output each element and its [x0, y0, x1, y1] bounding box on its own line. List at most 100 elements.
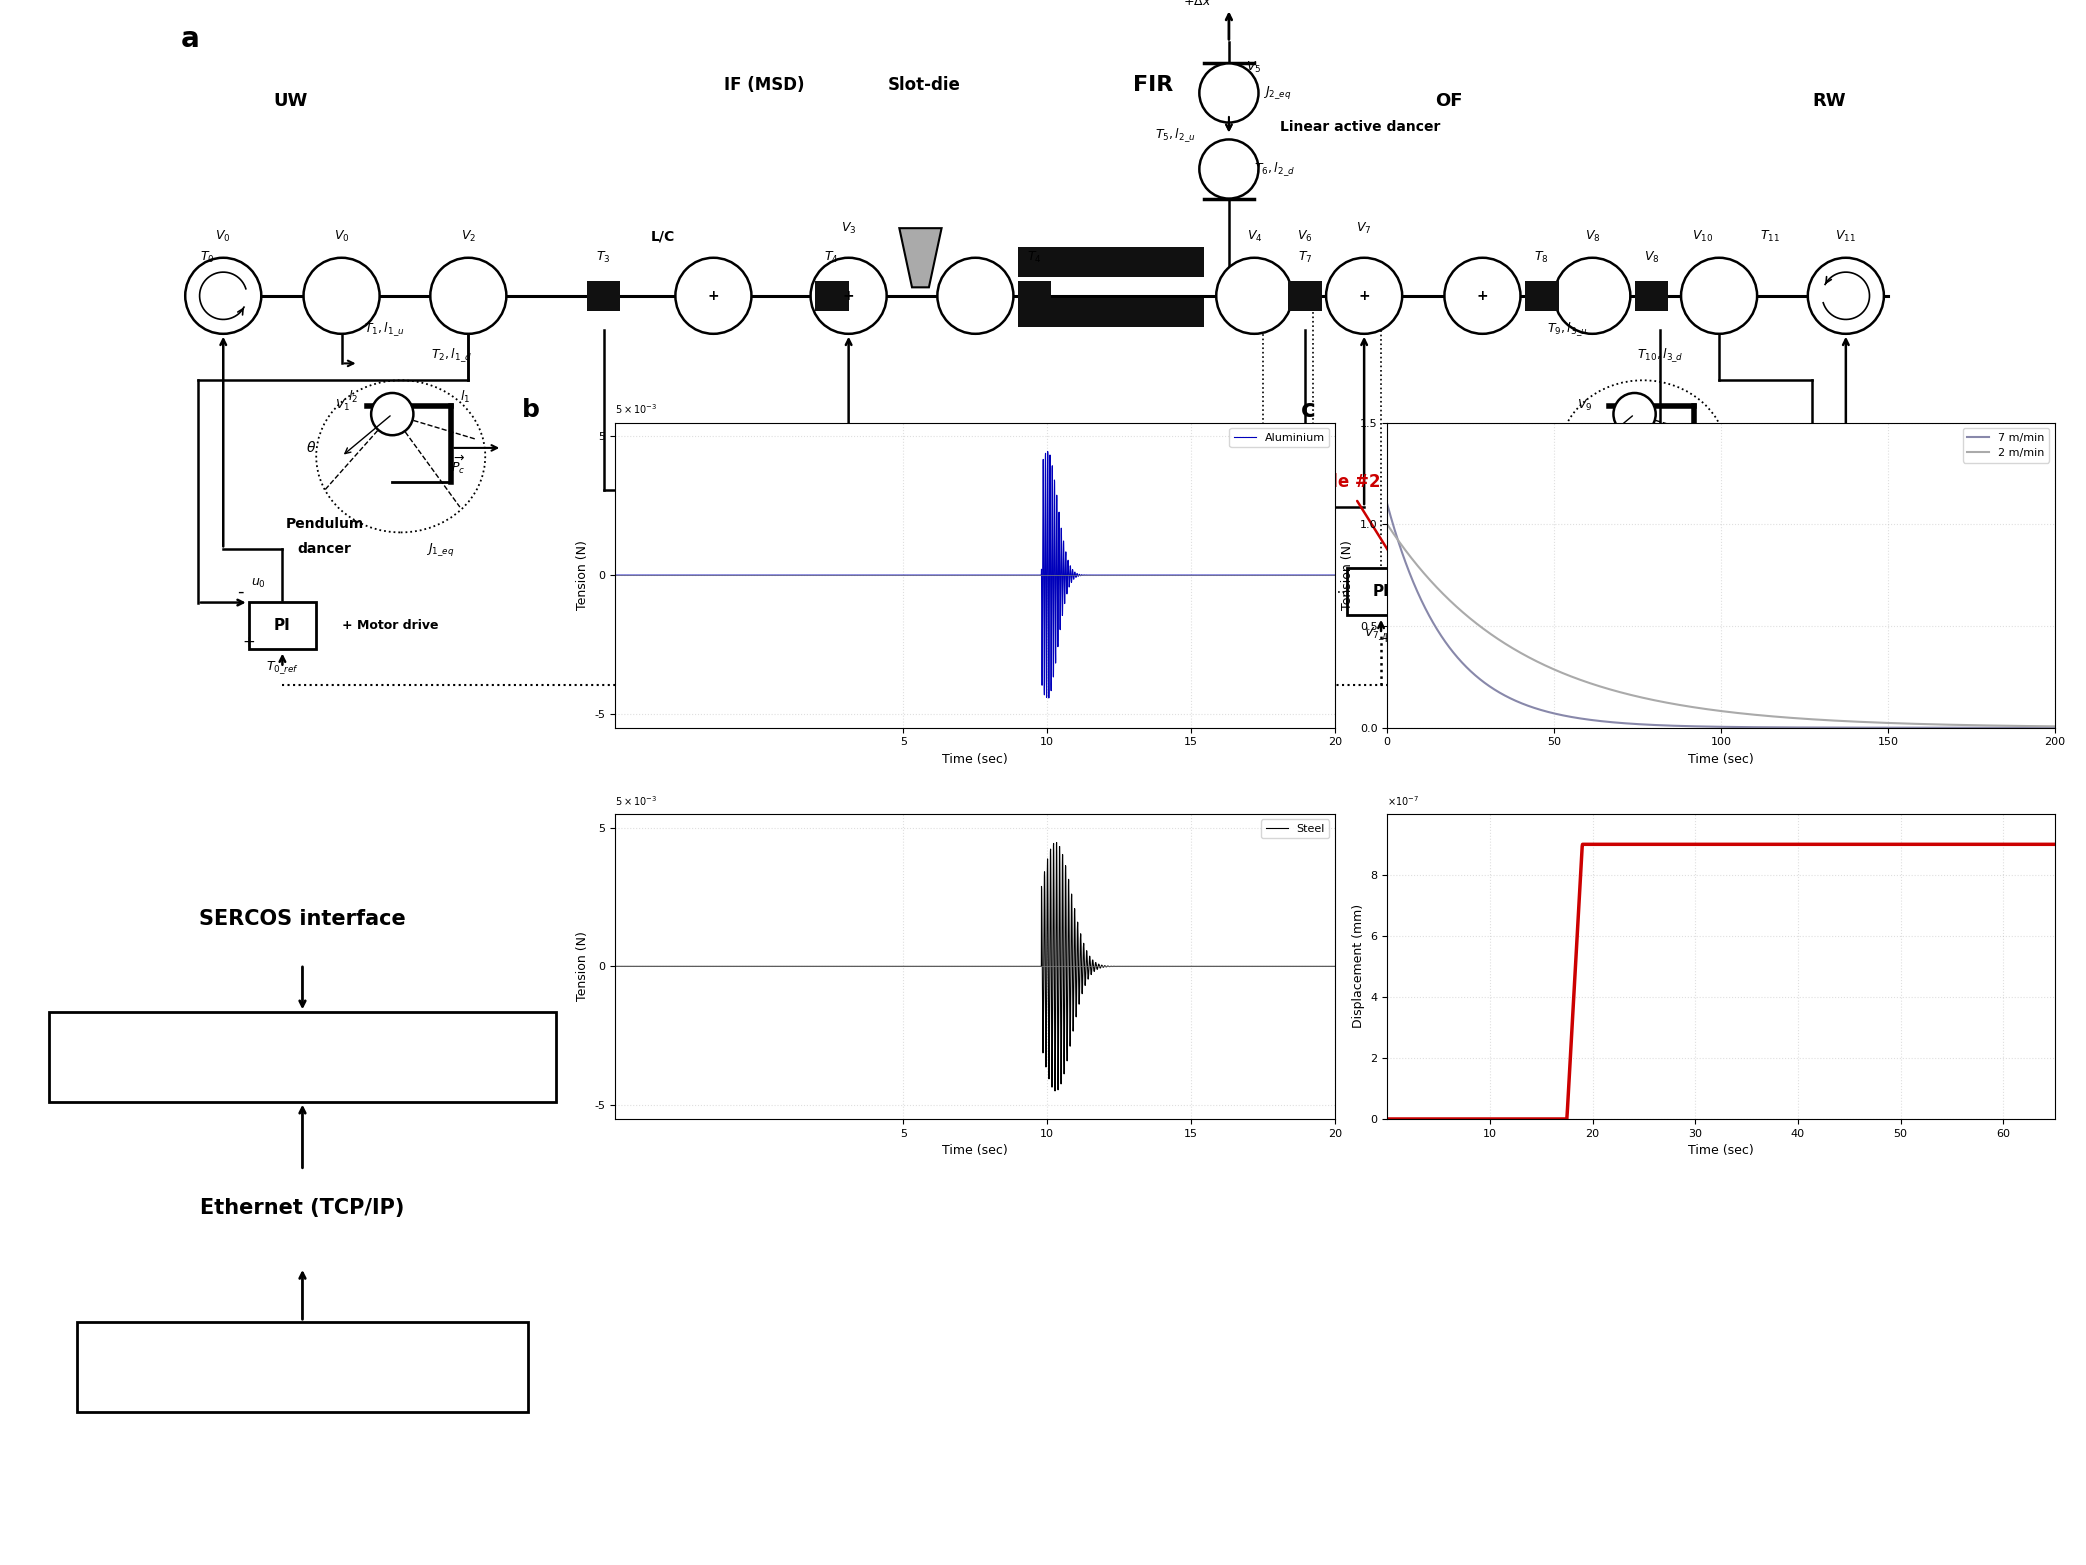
Y-axis label: Tension (N): Tension (N): [576, 931, 588, 1002]
Text: +: +: [1229, 632, 1239, 645]
Text: -: -: [745, 582, 751, 601]
Text: PI: PI: [780, 601, 797, 617]
7 m/min: [1375, 495, 1400, 513]
Circle shape: [1199, 139, 1258, 199]
2 m/min: [2023, 717, 2048, 736]
Text: SERCOS interface: SERCOS interface: [198, 909, 407, 930]
Text: b: b: [522, 398, 540, 423]
Text: IF (MSD): IF (MSD): [724, 75, 805, 94]
Text: -: -: [1784, 607, 1790, 626]
Bar: [1018, 282, 1035, 310]
Bar: [1018, 297, 1204, 327]
Text: +: +: [843, 290, 855, 302]
Text: $T_{7\_ref}$: $T_{7\_ref}$: [1212, 626, 1245, 642]
Bar: [248, 603, 317, 648]
Text: $5 \times 10^{-3}$: $5 \times 10^{-3}$: [615, 402, 657, 416]
Bar: [77, 1322, 528, 1412]
2 m/min: [1408, 560, 1433, 579]
Circle shape: [1612, 393, 1656, 435]
Bar: [50, 1013, 555, 1102]
2 m/min: [1700, 701, 1725, 720]
Circle shape: [1809, 258, 1884, 333]
Text: OF: OF: [1435, 92, 1462, 111]
Text: $u_3$: $u_3$: [732, 560, 747, 573]
Text: PI: PI: [1373, 584, 1389, 599]
Text: UW: UW: [273, 92, 309, 111]
Text: $V_4$: $V_4$: [1247, 228, 1262, 244]
Bar: [1777, 635, 1846, 682]
Bar: [816, 282, 832, 310]
Text: Slot-die: Slot-die: [889, 75, 962, 94]
Text: RW: RW: [1813, 92, 1846, 111]
Text: PI: PI: [273, 618, 290, 632]
7 m/min: [2023, 718, 2048, 737]
Legend: 7 m/min, 2 m/min: 7 m/min, 2 m/min: [1963, 429, 2048, 463]
Y-axis label: Tension (N): Tension (N): [1341, 540, 1354, 610]
2 m/min: [1681, 698, 1706, 717]
7 m/min: [1681, 717, 1706, 736]
Text: $J_{2\_eq}$: $J_{2\_eq}$: [1262, 85, 1291, 102]
7 m/min: [1408, 590, 1433, 609]
Y-axis label: Tension (N): Tension (N): [576, 540, 588, 610]
X-axis label: Time (sec): Time (sec): [943, 753, 1008, 765]
7 m/min: [1900, 718, 1925, 737]
Text: +: +: [1381, 632, 1391, 645]
Circle shape: [937, 258, 1014, 333]
Text: $T_{11\_ref}$: $T_{11\_ref}$: [1792, 693, 1832, 711]
Text: $T_{11}$: $T_{11}$: [1761, 228, 1779, 244]
2 m/min: [1375, 515, 1400, 534]
Bar: [1306, 282, 1323, 310]
Legend: Aluminium: Aluminium: [1229, 429, 1329, 448]
Text: Mode #2: Mode #2: [1297, 473, 1381, 491]
Circle shape: [430, 258, 507, 333]
2 m/min: [1900, 714, 1925, 732]
Text: $T_4$: $T_4$: [1026, 250, 1041, 266]
Circle shape: [811, 258, 887, 333]
2 m/min: [2042, 717, 2067, 736]
Bar: [1287, 282, 1306, 310]
Circle shape: [305, 258, 380, 333]
Text: +: +: [789, 648, 801, 662]
Text: $T_4$: $T_4$: [824, 250, 839, 266]
Line: 7 m/min: 7 m/min: [1387, 504, 2055, 728]
Text: PI: PI: [1220, 584, 1237, 599]
Text: $T_7$: $T_7$: [1297, 250, 1312, 266]
Text: $T_1, l_{1\_u}$: $T_1, l_{1\_u}$: [363, 321, 405, 338]
Text: FIR: FIR: [1133, 75, 1172, 94]
7 m/min: [2023, 718, 2048, 737]
Circle shape: [186, 258, 261, 333]
Circle shape: [676, 258, 751, 333]
Text: $T_9, l_{3\_u}$: $T_9, l_{3\_u}$: [1546, 321, 1587, 338]
Bar: [1652, 282, 1669, 310]
Text: $\times 10^{-7}$: $\times 10^{-7}$: [1387, 793, 1418, 808]
Text: $T_8$: $T_8$: [1535, 250, 1550, 266]
Legend: Steel: Steel: [1262, 820, 1329, 839]
Text: $T_5, l_{2\_u}$: $T_5, l_{2\_u}$: [1154, 127, 1195, 144]
Text: PI: PI: [1804, 651, 1821, 667]
Y-axis label: Displacement (mm): Displacement (mm): [1352, 905, 1364, 1028]
Text: +: +: [707, 290, 720, 302]
Text: $V_3$: $V_3$: [841, 221, 857, 236]
Circle shape: [371, 393, 413, 435]
Text: $u_{11}$: $u_{11}$: [1788, 441, 1806, 454]
Text: dancer: dancer: [298, 543, 353, 556]
Text: $T_0$: $T_0$: [200, 250, 215, 266]
Text: $\theta$: $\theta$: [1548, 440, 1558, 455]
Circle shape: [1216, 258, 1293, 333]
Text: $5 \times 10^{-3}$: $5 \times 10^{-3}$: [615, 793, 657, 808]
Circle shape: [1681, 258, 1756, 333]
Line: 2 m/min: 2 m/min: [1387, 524, 2055, 726]
Text: $\theta$: $\theta$: [307, 440, 317, 455]
Bar: [603, 282, 620, 310]
Text: $V_1$: $V_1$: [334, 398, 350, 413]
Bar: [1635, 282, 1652, 310]
Text: $J_{1\_eq}$: $J_{1\_eq}$: [426, 541, 455, 557]
Bar: [1348, 568, 1414, 615]
Polygon shape: [899, 228, 941, 288]
Text: $V_8$: $V_8$: [1585, 228, 1600, 244]
Text: $V_6$: $V_6$: [1297, 228, 1312, 244]
Text: $u_0$: $u_0$: [250, 576, 265, 590]
Text: +: +: [242, 635, 254, 649]
X-axis label: Time (sec): Time (sec): [1688, 1144, 1754, 1157]
Text: $\overrightarrow{P_c}$: $\overrightarrow{P_c}$: [1702, 454, 1717, 476]
